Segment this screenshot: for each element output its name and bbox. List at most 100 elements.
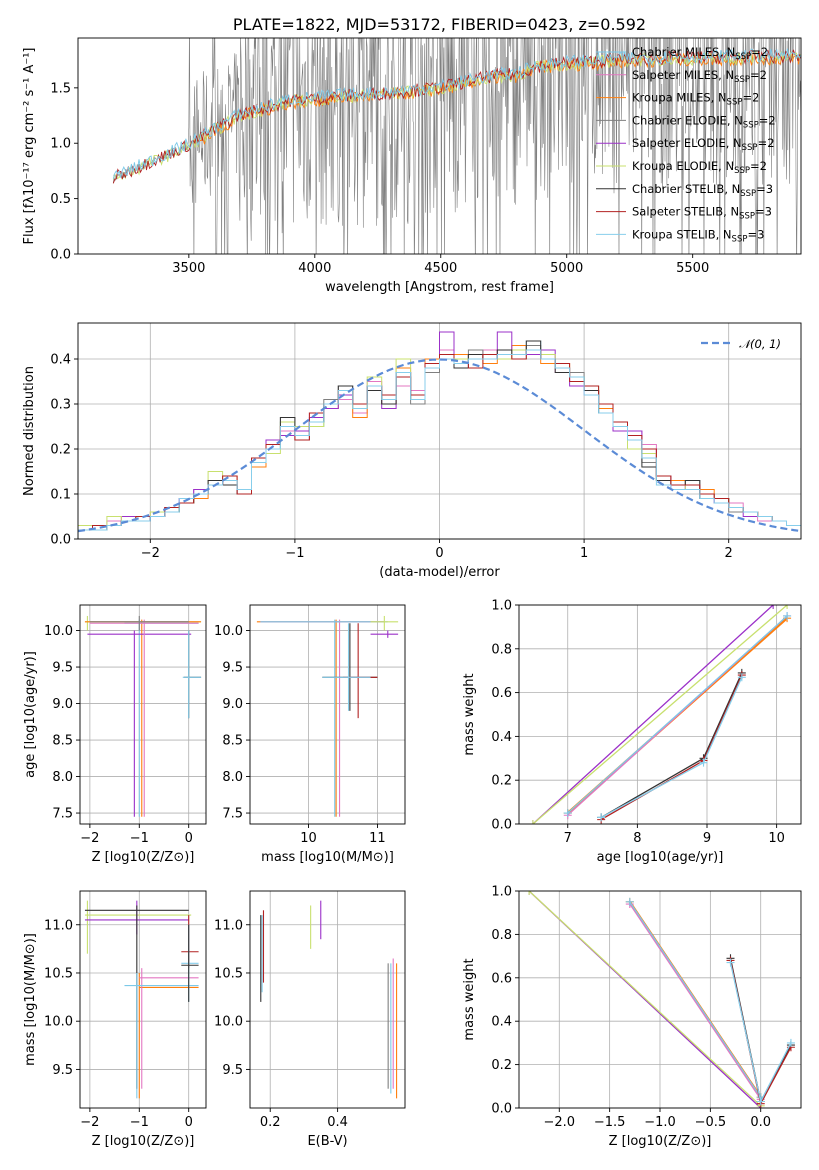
legend-entry: Salpeter ELODIE, NSSP=2 bbox=[632, 136, 775, 153]
x-axis-label: Z [log10(Z/Z⊙)] bbox=[609, 1134, 712, 1149]
x-tick-label: −2 bbox=[141, 546, 160, 561]
legend-subscript: SSP bbox=[740, 189, 756, 199]
y-tick-label: 0.4 bbox=[50, 353, 71, 368]
y-tick-label: 8.0 bbox=[222, 770, 243, 785]
mass-weight-series bbox=[629, 903, 762, 1100]
x-tick-label: 0.2 bbox=[260, 1115, 281, 1130]
legend-text: Salpeter ELODIE, N bbox=[632, 136, 742, 150]
y-tick-label: 0.4 bbox=[491, 730, 512, 745]
legend-entry: Kroupa MILES, NSSP=2 bbox=[632, 91, 759, 108]
plot-frame bbox=[518, 604, 802, 825]
plot-area bbox=[112, 38, 801, 254]
y-axis-label: Normed distribution bbox=[22, 366, 37, 496]
plot-frame bbox=[79, 890, 207, 1109]
x-tick-label: 3500 bbox=[172, 261, 205, 276]
data-point-marker bbox=[786, 1038, 795, 1047]
legend-entry: Chabrier STELIB, NSSP=3 bbox=[632, 182, 773, 199]
y-tick-label: 1.0 bbox=[491, 885, 512, 900]
y-tick-label: 0.8 bbox=[491, 928, 512, 943]
residual-histogram-chart: −2 −1 0 1 2 0.0 0.1 0.2 0.3 0.4 (data-model)/error… bbox=[22, 322, 802, 580]
legend-subscript: SSP bbox=[727, 98, 743, 108]
y-tick-label: 0.0 bbox=[491, 1102, 512, 1117]
spectrum-chart: PLATE=1822, MJD=53172, FIBERID=0423, z=0… bbox=[22, 15, 802, 295]
legend-subscript: SSP bbox=[735, 52, 751, 62]
mass-vs-metallicity-chart: −2 −1 0 9.5 10.0 10.5 11.0 Z [log10(Z/Z⊙)] mass … bbox=[23, 890, 207, 1149]
x-tick-label: 10 bbox=[300, 831, 317, 846]
y-tick-label: 9.0 bbox=[52, 697, 73, 712]
x-axis-label: age [log10(age/yr)] bbox=[597, 850, 724, 865]
x-axis-label: wavelength [Angstrom, rest frame] bbox=[325, 280, 554, 295]
legend-entry: Kroupa STELIB, NSSP=3 bbox=[632, 227, 764, 244]
legend-subscript: SSP bbox=[734, 166, 750, 176]
y-tick-label: 0.6 bbox=[491, 686, 512, 701]
y-tick-label: 0.2 bbox=[50, 443, 71, 458]
data-point-marker bbox=[625, 897, 634, 906]
data-point-marker bbox=[726, 958, 735, 967]
x-axis-label: Z [log10(Z/Z⊙)] bbox=[92, 850, 195, 865]
legend-text: Kroupa STELIB, N bbox=[632, 227, 732, 241]
legend-suffix: =2 bbox=[742, 91, 759, 105]
mass-weight-vs-age-chart: 7 8 9 10 0.0 0.2 0.4 0.6 0.8 1.0 age [log10(age/yr… bbox=[462, 599, 802, 865]
model-spectrum-line bbox=[112, 47, 801, 179]
gaussian-curve bbox=[78, 358, 801, 533]
x-tick-label: 1 bbox=[580, 546, 588, 561]
data-point-marker bbox=[783, 611, 792, 620]
x-tick-label: −2.0 bbox=[543, 1115, 575, 1130]
y-tick-label: 10.0 bbox=[44, 624, 73, 639]
legend-suffix: =2 bbox=[751, 45, 768, 59]
legend-entry: 𝒩(0, 1) bbox=[739, 337, 781, 351]
mass-weight-series bbox=[567, 615, 788, 814]
plot-area bbox=[525, 891, 795, 1108]
x-tick-label: 0 bbox=[185, 831, 193, 846]
plot-area bbox=[256, 615, 399, 817]
mass-weight-vs-metallicity-chart: −2.0 −1.5 −1.0 −0.5 0.0 0.0 0.2 0.4 0.6 0.8 1.0 Z [… bbox=[462, 885, 802, 1149]
x-tick-label: 4000 bbox=[298, 261, 331, 276]
y-tick-label: 10.5 bbox=[44, 966, 73, 981]
y-tick-label: 8.0 bbox=[52, 770, 73, 785]
data-point-marker bbox=[783, 605, 792, 609]
x-tick-label: 5000 bbox=[550, 261, 583, 276]
data-point-marker bbox=[699, 758, 708, 767]
data-point-marker bbox=[597, 813, 606, 822]
x-tick-label: 2 bbox=[725, 546, 733, 561]
plot-area bbox=[84, 615, 202, 817]
y-tick-label: 0.0 bbox=[491, 818, 512, 833]
y-tick-label: 0.6 bbox=[491, 971, 512, 986]
legend-suffix: =3 bbox=[747, 227, 764, 241]
data-point-marker bbox=[737, 673, 746, 682]
x-tick-label: 11 bbox=[369, 831, 386, 846]
plot-frame bbox=[77, 37, 802, 255]
x-tick-label: 7 bbox=[564, 831, 572, 846]
y-tick-label: 11.0 bbox=[214, 918, 243, 933]
y-tick-label: 1.0 bbox=[491, 599, 512, 614]
y-tick-label: 0.8 bbox=[491, 642, 512, 657]
x-tick-label: 5500 bbox=[676, 261, 709, 276]
x-tick-label: −2 bbox=[80, 831, 99, 846]
legend-subscript: SSP bbox=[742, 143, 758, 153]
x-tick-label: 0 bbox=[185, 1115, 193, 1130]
plot-frame bbox=[249, 890, 406, 1109]
legend-suffix: =2 bbox=[750, 159, 767, 173]
y-tick-label: 10.5 bbox=[214, 966, 243, 981]
y-tick-label: 10.0 bbox=[214, 1015, 243, 1030]
y-tick-label: 8.5 bbox=[222, 734, 243, 749]
y-tick-label: 1.5 bbox=[50, 81, 71, 96]
plot-area bbox=[260, 900, 398, 1099]
legend-text: Chabrier MILES, N bbox=[632, 45, 735, 59]
x-tick-label: 8 bbox=[633, 831, 641, 846]
x-tick-label: 4500 bbox=[424, 261, 457, 276]
x-tick-label: 0 bbox=[435, 546, 443, 561]
x-tick-label: −0.5 bbox=[695, 1115, 727, 1130]
legend-entry: Salpeter MILES, NSSP=2 bbox=[632, 68, 767, 85]
observed-spectrum-line bbox=[113, 38, 801, 254]
y-tick-label: 0.3 bbox=[50, 398, 71, 413]
x-tick-label: −1.0 bbox=[644, 1115, 676, 1130]
legend-suffix: =2 bbox=[750, 68, 767, 82]
mass-weight-series bbox=[532, 605, 788, 824]
y-tick-label: 9.5 bbox=[222, 661, 243, 676]
legend-subscript: SSP bbox=[743, 120, 759, 130]
x-axis-label: (data-model)/error bbox=[379, 565, 500, 580]
y-tick-label: 1.0 bbox=[50, 137, 71, 152]
age-vs-metallicity-chart: −2 −1 0 7.5 8.0 8.5 9.0 9.5 10.0 Z [log10(Z/Z⊙)] a… bbox=[23, 604, 207, 865]
